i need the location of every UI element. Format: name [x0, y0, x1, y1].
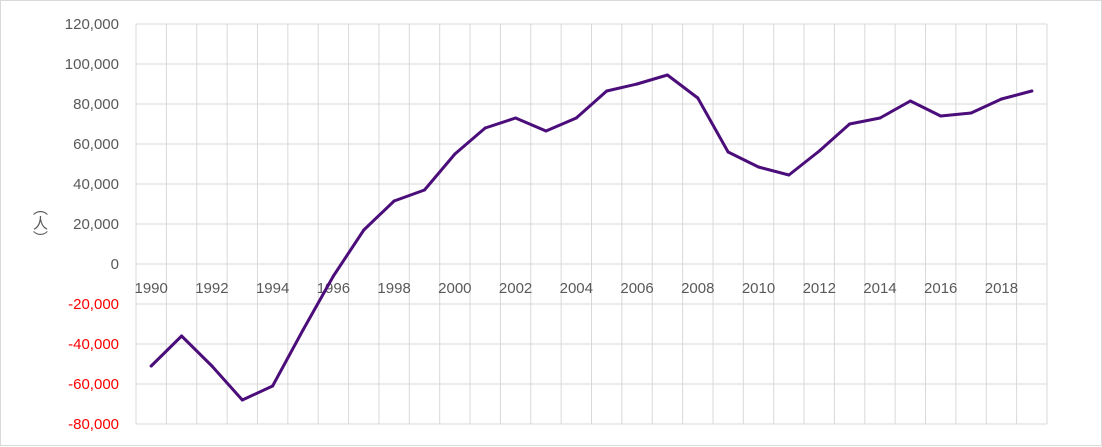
data-point	[149, 364, 153, 368]
x-tick-label: 2006	[620, 280, 653, 297]
data-point	[878, 116, 882, 120]
data-point	[817, 149, 821, 153]
y-tick-label: 40,000	[73, 176, 119, 193]
y-tick-label: -60,000	[68, 376, 119, 393]
data-point	[392, 199, 396, 203]
y-tick-label: -20,000	[68, 296, 119, 313]
data-point	[422, 188, 426, 192]
data-point	[1030, 89, 1034, 93]
y-tick-label: -40,000	[68, 336, 119, 353]
data-point	[726, 150, 730, 154]
data-point	[210, 364, 214, 368]
data-point	[665, 73, 669, 77]
data-point	[787, 173, 791, 177]
x-tick-label: 1994	[256, 280, 289, 297]
y-tick-label: 60,000	[73, 136, 119, 153]
data-point	[696, 96, 700, 100]
x-tick-label: 1992	[195, 280, 228, 297]
y-tick-label: 120,000	[65, 16, 119, 33]
x-tick-label: 2010	[742, 280, 775, 297]
y-axis-label: （人）	[31, 201, 49, 246]
data-point	[757, 165, 761, 169]
x-tick-label: 2004	[560, 280, 593, 297]
x-tick-label: 2002	[499, 280, 532, 297]
y-tick-label: 80,000	[73, 96, 119, 113]
data-point	[271, 384, 275, 388]
x-tick-label: 1998	[377, 280, 410, 297]
data-point	[848, 122, 852, 126]
y-tick-label: 0	[111, 256, 119, 273]
data-point	[635, 82, 639, 86]
x-tick-label: 2016	[924, 280, 957, 297]
data-point	[453, 152, 457, 156]
series-line	[149, 73, 1034, 402]
y-tick-label: -80,000	[68, 416, 119, 433]
data-point	[999, 97, 1003, 101]
x-tick-label: 2012	[803, 280, 836, 297]
data-point	[362, 228, 366, 232]
data-point	[301, 328, 305, 332]
y-tick-label: 20,000	[73, 216, 119, 233]
x-tick-label: 2008	[681, 280, 714, 297]
data-point	[544, 129, 548, 133]
x-tick-label: 2014	[863, 280, 896, 297]
data-point	[240, 398, 244, 402]
x-tick-label: 2000	[438, 280, 471, 297]
data-point	[605, 89, 609, 93]
data-point	[180, 334, 184, 338]
x-tick-label: 2018	[985, 280, 1018, 297]
data-point	[574, 116, 578, 120]
x-tick-label: 1990	[134, 280, 167, 297]
data-point	[969, 111, 973, 115]
data-point	[939, 114, 943, 118]
data-point	[908, 99, 912, 103]
y-tick-label: 100,000	[65, 56, 119, 73]
data-point	[514, 116, 518, 120]
data-point	[483, 126, 487, 130]
data-point	[331, 274, 335, 278]
